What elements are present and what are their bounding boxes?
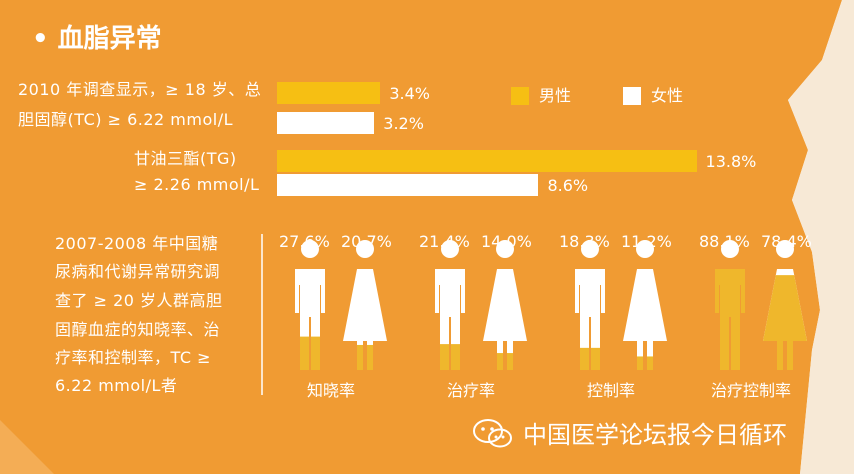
pct-control-male: 18.3%: [559, 234, 610, 250]
legend-label-male: 男性: [539, 88, 571, 104]
pct-control-female: 11.2%: [621, 234, 672, 250]
survey-desc-line-1: 2007-2008 年中国糖: [55, 236, 218, 252]
label-treatment-control: 治疗控制率: [711, 383, 791, 399]
bar-tg-male: [277, 150, 697, 172]
section-title: • 血脂异常: [32, 26, 162, 52]
watermark: 中国医学论坛报今日循环: [471, 415, 787, 450]
label-treatment: 治疗率: [447, 383, 495, 399]
pct-treatment-control-male: 88.1%: [699, 234, 750, 250]
tg-label-line-1: 甘油三酯(TG): [134, 151, 237, 167]
tc-label-line-2: 胆固醇(TC) ≥ 6.22 mmol/L: [18, 112, 233, 128]
bar-tg-female: [277, 174, 538, 196]
pct-treatment-control-female: 78.4%: [761, 234, 812, 250]
legend-swatch-male: [511, 87, 529, 105]
wechat-icon: [471, 416, 515, 450]
survey-desc-line-2: 尿病和代谢异常研究调: [55, 264, 220, 280]
tg-label-line-2: ≥ 2.26 mmol/L: [134, 177, 259, 193]
pct-awareness-female: 20.7%: [341, 234, 392, 250]
bar-label-tg-female: 8.6%: [547, 178, 588, 194]
legend-label-female: 女性: [651, 88, 683, 104]
bar-label-tc-male: 3.4%: [389, 86, 430, 102]
survey-desc-line-3: 查了 ≥ 20 岁人群高胆: [55, 293, 223, 309]
survey-desc-line-6: 6.22 mmol/L者: [55, 378, 177, 394]
pct-treatment-male: 21.4%: [419, 234, 470, 250]
bar-label-tg-male: 13.8%: [706, 154, 757, 170]
label-control: 控制率: [587, 383, 635, 399]
bar-tc-female: [277, 112, 374, 134]
tc-label-line-1: 2010 年调查显示，≥ 18 岁、总: [18, 82, 261, 98]
legend-swatch-female: [623, 87, 641, 105]
pct-treatment-female: 14.0%: [481, 234, 532, 250]
survey-desc-line-4: 固醇血症的知晓率、治: [55, 322, 220, 338]
bar-tc-male: [277, 82, 380, 104]
label-awareness: 知晓率: [307, 383, 355, 399]
bar-label-tc-female: 3.2%: [383, 116, 424, 132]
watermark-text: 中国医学论坛报今日循环: [523, 415, 787, 450]
survey-desc-line-5: 疗率和控制率，TC ≥: [55, 350, 211, 366]
pct-awareness-male: 27.6%: [279, 234, 330, 250]
